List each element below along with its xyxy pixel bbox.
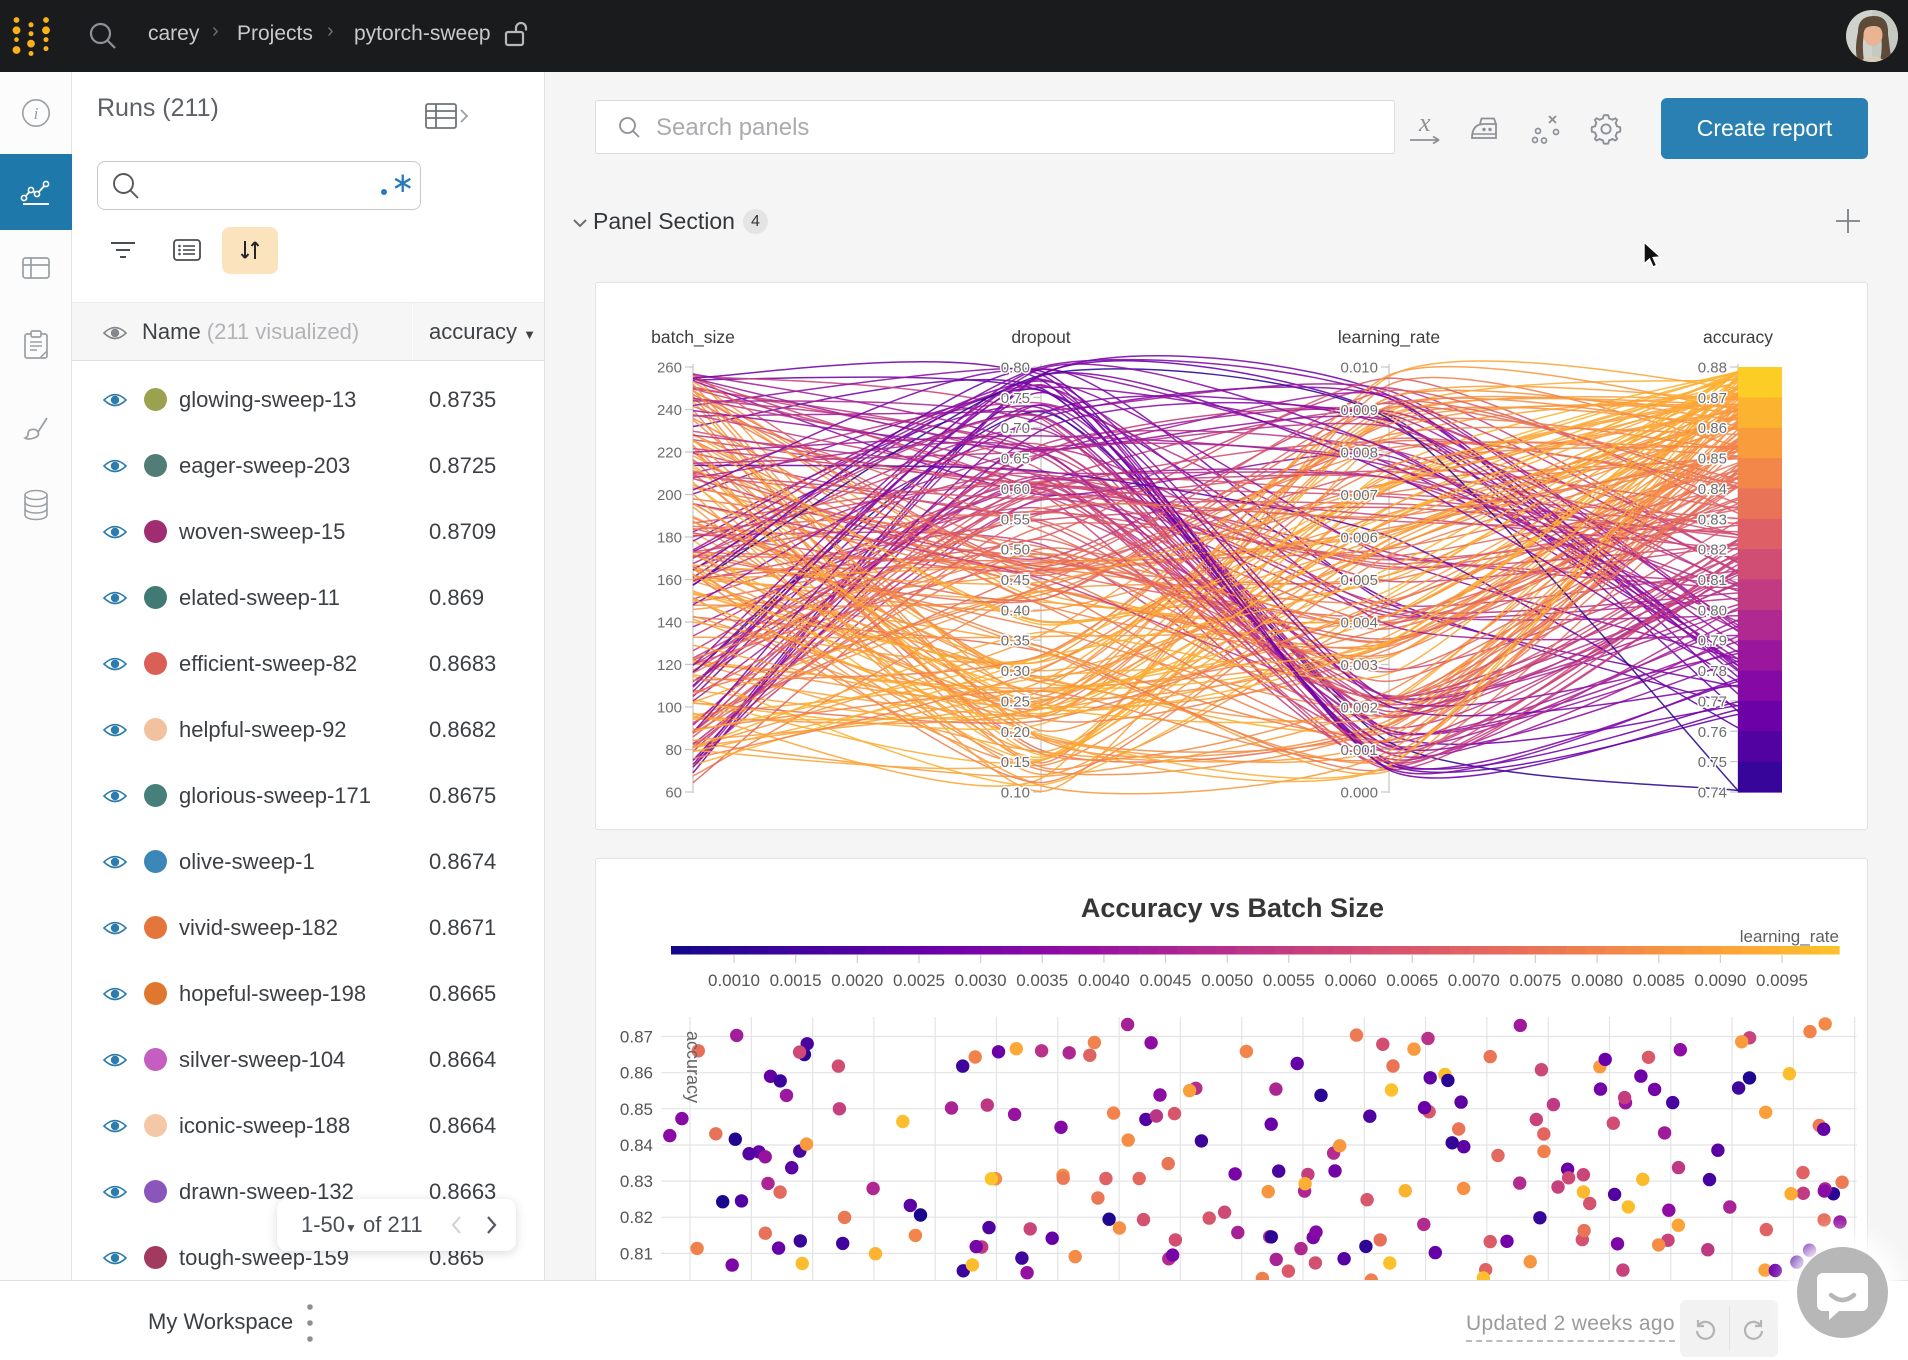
svg-text:0.0060: 0.0060 [1325, 971, 1377, 990]
svg-text:0.003: 0.003 [1340, 657, 1378, 674]
svg-text:0.0035: 0.0035 [1016, 971, 1068, 990]
svg-text:0.0045: 0.0045 [1140, 971, 1192, 990]
svg-text:0.85: 0.85 [620, 1100, 653, 1119]
svg-text:0.75: 0.75 [1001, 390, 1030, 407]
svg-text:0.45: 0.45 [1001, 572, 1030, 589]
svg-text:learning_rate: learning_rate [1338, 327, 1440, 348]
svg-text:0.0015: 0.0015 [770, 971, 822, 990]
svg-text:0.004: 0.004 [1340, 615, 1378, 632]
svg-text:0.86: 0.86 [1698, 420, 1727, 437]
svg-text:0.007: 0.007 [1340, 487, 1378, 504]
svg-text:0.82: 0.82 [620, 1208, 653, 1227]
svg-text:0.002: 0.002 [1340, 700, 1378, 717]
svg-text:0.001: 0.001 [1340, 742, 1378, 759]
svg-text:0.0055: 0.0055 [1263, 971, 1315, 990]
svg-text:0.80: 0.80 [1001, 360, 1030, 377]
svg-text:0.006: 0.006 [1340, 530, 1378, 547]
svg-text:0.81: 0.81 [1698, 572, 1727, 589]
svg-text:accuracy: accuracy [1703, 327, 1773, 347]
svg-text:0.0080: 0.0080 [1571, 971, 1623, 990]
svg-text:0.0065: 0.0065 [1386, 971, 1438, 990]
svg-text:0.009: 0.009 [1340, 402, 1378, 419]
svg-text:0.008: 0.008 [1340, 445, 1378, 462]
svg-text:0.77: 0.77 [1698, 693, 1727, 710]
svg-text:0.0050: 0.0050 [1201, 971, 1253, 990]
svg-text:0.10: 0.10 [1001, 785, 1030, 802]
svg-text:dropout: dropout [1011, 327, 1070, 347]
svg-text:0.55: 0.55 [1001, 511, 1030, 528]
svg-text:batch_size: batch_size [651, 327, 735, 348]
svg-text:0.83: 0.83 [1698, 511, 1727, 528]
svg-text:140: 140 [657, 615, 682, 632]
svg-text:0.86: 0.86 [620, 1064, 653, 1083]
svg-text:0.0095: 0.0095 [1756, 971, 1808, 990]
svg-text:0.0090: 0.0090 [1694, 971, 1746, 990]
svg-text:260: 260 [657, 360, 682, 377]
svg-text:0.79: 0.79 [1698, 633, 1727, 650]
svg-text:0.70: 0.70 [1001, 420, 1030, 437]
svg-text:100: 100 [657, 700, 682, 717]
svg-text:0.87: 0.87 [620, 1028, 653, 1047]
svg-text:180: 180 [657, 530, 682, 547]
svg-text:0.15: 0.15 [1001, 754, 1030, 771]
svg-text:220: 220 [657, 445, 682, 462]
svg-text:accuracy: accuracy [683, 1031, 703, 1103]
svg-text:0.0010: 0.0010 [708, 971, 760, 990]
svg-text:200: 200 [657, 487, 682, 504]
svg-text:0.0040: 0.0040 [1078, 971, 1130, 990]
svg-text:0.30: 0.30 [1001, 663, 1030, 680]
svg-text:0.0075: 0.0075 [1509, 971, 1561, 990]
svg-text:0.85: 0.85 [1698, 451, 1727, 468]
svg-text:0.60: 0.60 [1001, 481, 1030, 498]
svg-text:0.20: 0.20 [1001, 724, 1030, 741]
svg-text:0.25: 0.25 [1001, 693, 1030, 710]
svg-text:160: 160 [657, 572, 682, 589]
svg-text:x: x [1418, 109, 1431, 137]
svg-text:0.50: 0.50 [1001, 542, 1030, 559]
svg-text:learning_rate: learning_rate [1740, 927, 1839, 946]
svg-text:0.005: 0.005 [1340, 572, 1378, 589]
svg-text:0.0070: 0.0070 [1448, 971, 1500, 990]
svg-text:60: 60 [665, 785, 682, 802]
svg-text:120: 120 [657, 657, 682, 674]
svg-text:0.87: 0.87 [1698, 390, 1727, 407]
svg-text:80: 80 [665, 742, 682, 759]
svg-text:0.0025: 0.0025 [893, 971, 945, 990]
svg-text:0.76: 0.76 [1698, 724, 1727, 741]
svg-text:0.75: 0.75 [1698, 754, 1727, 771]
svg-text:0.82: 0.82 [1698, 542, 1727, 559]
svg-text:0.0020: 0.0020 [831, 971, 883, 990]
svg-text:0.000: 0.000 [1340, 785, 1378, 802]
svg-text:0.40: 0.40 [1001, 602, 1030, 619]
svg-text:0.65: 0.65 [1001, 451, 1030, 468]
svg-text:0.74: 0.74 [1698, 785, 1727, 802]
svg-text:0.84: 0.84 [620, 1136, 653, 1155]
svg-text:0.010: 0.010 [1340, 360, 1378, 377]
svg-text:0.0030: 0.0030 [955, 971, 1007, 990]
svg-text:240: 240 [657, 402, 682, 419]
svg-text:i: i [33, 104, 38, 123]
svg-text:0.88: 0.88 [1698, 360, 1727, 377]
svg-text:0.83: 0.83 [620, 1172, 653, 1191]
svg-text:0.84: 0.84 [1698, 481, 1727, 498]
svg-text:0.81: 0.81 [620, 1244, 653, 1263]
svg-text:0.80: 0.80 [1698, 602, 1727, 619]
svg-text:0.0085: 0.0085 [1633, 971, 1685, 990]
svg-text:0.35: 0.35 [1001, 633, 1030, 650]
svg-text:0.78: 0.78 [1698, 663, 1727, 680]
